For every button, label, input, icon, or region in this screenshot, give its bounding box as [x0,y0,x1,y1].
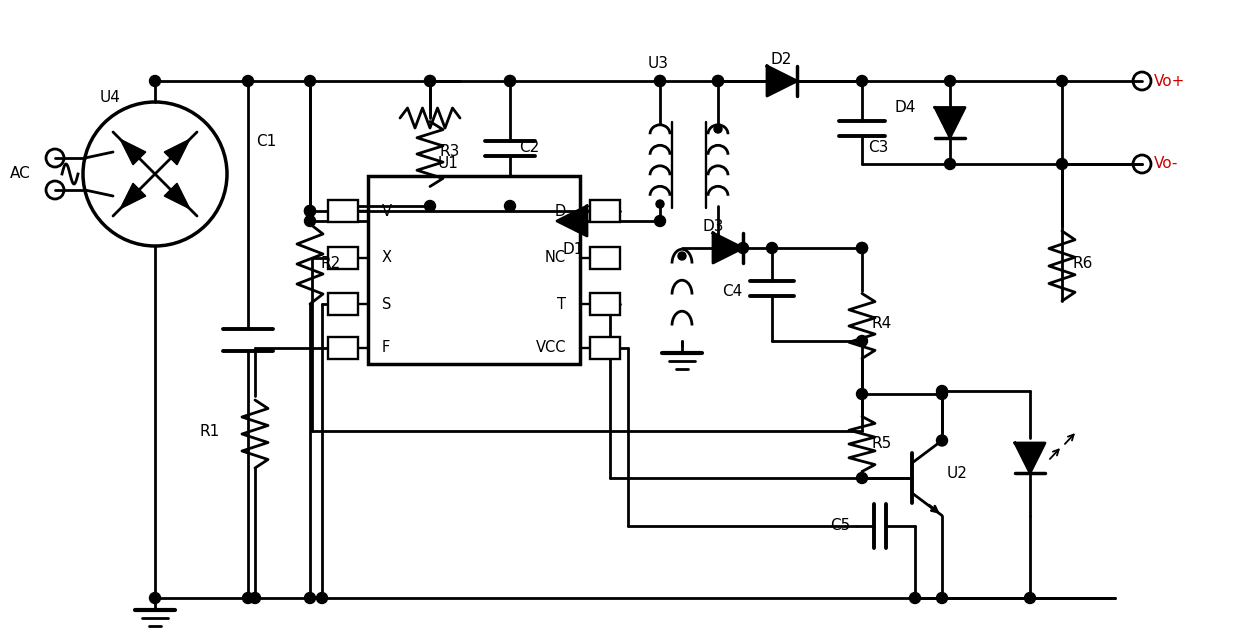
Polygon shape [120,183,146,209]
Circle shape [713,76,723,86]
Circle shape [738,242,749,254]
Text: Vo-: Vo- [1154,156,1178,172]
Circle shape [936,593,947,604]
Polygon shape [1016,443,1045,473]
Bar [329,337,358,359]
Circle shape [945,76,956,86]
Text: U4: U4 [100,90,120,106]
Circle shape [857,242,868,254]
Text: D3: D3 [703,219,724,233]
Text: U2: U2 [947,466,968,481]
Text: R3: R3 [440,144,460,158]
Polygon shape [164,183,190,209]
Circle shape [305,76,315,86]
Bar [590,293,620,315]
Text: F: F [382,340,391,356]
Bar [329,293,358,315]
Circle shape [424,200,435,212]
Circle shape [655,216,666,226]
Text: V: V [382,204,392,219]
Circle shape [305,593,315,604]
Text: R5: R5 [872,436,893,452]
Polygon shape [557,206,587,236]
Text: C5: C5 [830,518,851,534]
Circle shape [909,593,920,604]
Text: R1: R1 [200,424,221,438]
Circle shape [243,593,253,604]
Circle shape [424,76,435,86]
Circle shape [505,76,516,86]
Circle shape [857,336,868,347]
Circle shape [857,473,868,483]
Bar [590,337,620,359]
Text: U3: U3 [649,57,670,71]
Text: C4: C4 [722,284,743,298]
Text: C3: C3 [868,141,888,155]
Text: D4: D4 [895,100,916,115]
Circle shape [249,593,260,604]
Circle shape [655,76,666,86]
Text: R6: R6 [1073,256,1092,272]
Circle shape [305,205,315,216]
Polygon shape [768,66,797,96]
Circle shape [1056,158,1068,170]
Text: D: D [554,204,565,219]
Circle shape [936,385,947,396]
Text: Vo+: Vo+ [1154,74,1185,88]
Circle shape [305,205,315,216]
Text: C1: C1 [255,134,277,148]
Circle shape [1056,76,1068,86]
Circle shape [150,593,160,604]
Circle shape [857,389,868,399]
Polygon shape [120,139,146,165]
Text: C2: C2 [520,141,539,155]
Text: D2: D2 [770,52,791,67]
Circle shape [424,76,435,86]
Circle shape [316,593,327,604]
Circle shape [766,242,777,254]
Circle shape [505,200,516,212]
Text: R2: R2 [320,256,340,272]
Circle shape [678,252,686,260]
Text: U1: U1 [438,156,459,172]
Text: D1: D1 [562,242,583,256]
Text: T: T [557,296,565,312]
Circle shape [714,125,722,133]
Circle shape [713,76,723,86]
Circle shape [936,435,947,446]
Polygon shape [935,107,965,137]
Text: NC: NC [544,251,565,265]
Bar [329,200,358,222]
Circle shape [655,76,666,86]
Circle shape [305,216,315,226]
Circle shape [936,389,947,399]
Circle shape [656,200,663,208]
Text: AC: AC [10,167,31,181]
Bar [590,200,620,222]
Circle shape [857,76,868,86]
Bar [329,247,358,269]
Text: S: S [382,296,392,312]
Circle shape [1024,593,1035,604]
Bar [368,176,580,364]
Text: R4: R4 [872,317,893,331]
Circle shape [243,76,253,86]
Polygon shape [164,139,190,165]
Polygon shape [713,233,743,263]
Circle shape [505,76,516,86]
Text: X: X [382,251,392,265]
Bar [590,247,620,269]
Circle shape [150,76,160,86]
Circle shape [945,158,956,170]
Text: VCC: VCC [536,340,565,356]
Circle shape [857,242,868,254]
